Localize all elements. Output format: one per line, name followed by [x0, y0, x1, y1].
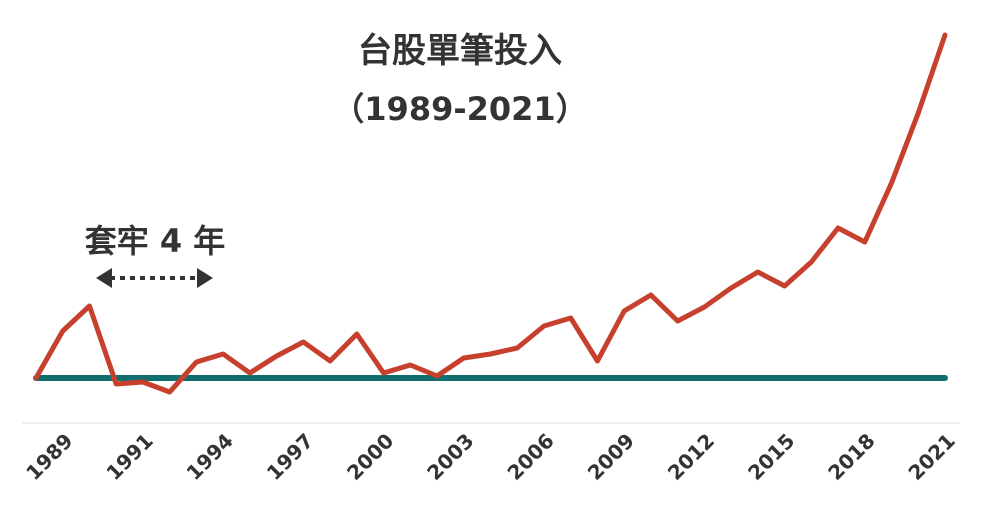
x-tick-label: 2018 — [823, 429, 879, 485]
x-tick-label: 2003 — [422, 429, 478, 485]
x-tick-label: 2009 — [583, 429, 639, 485]
x-tick-label: 1997 — [262, 429, 318, 485]
x-tick-label: 2012 — [663, 429, 719, 485]
x-tick-label: 1989 — [21, 429, 77, 485]
data-line — [33, 32, 948, 395]
x-tick-label: 2015 — [743, 429, 799, 485]
annotation: 套牢 4 年 — [85, 222, 226, 260]
x-tick-label: 1991 — [101, 429, 157, 485]
x-tick-label: 2006 — [502, 429, 558, 485]
x-tick-label: 1994 — [182, 429, 238, 485]
annotation-arrow — [96, 268, 213, 288]
chart-title: 台股單筆投入 — [358, 31, 562, 71]
x-tick-label: 2000 — [342, 429, 398, 485]
x-tick-label: 2021 — [903, 429, 959, 485]
chart-subtitle: （1989-2021） — [332, 90, 587, 128]
